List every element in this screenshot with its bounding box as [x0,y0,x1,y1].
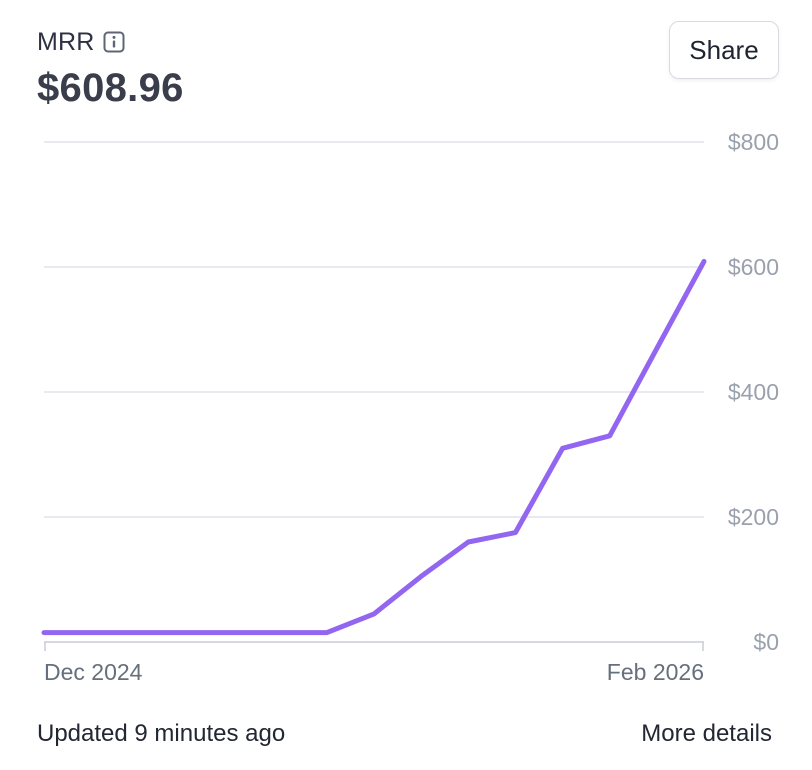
share-button[interactable]: Share [669,21,779,79]
series-line-0 [41,258,707,636]
x-tick-label: Feb 2026 [607,659,704,685]
mrr-line-chart: $0 $200 $400 $600 $800 Dec 2024 Feb 2026 [41,129,779,685]
y-tick-label: $200 [728,504,779,530]
x-tick-label: Dec 2024 [44,659,143,685]
metric-title-row: MRR [37,26,184,58]
metric-label: MRR [37,27,95,56]
updated-status: Updated 9 minutes ago [37,720,286,747]
metric-value: $608.96 [37,66,184,110]
y-tick-label: $600 [728,254,779,280]
y-tick-label: $400 [728,379,779,405]
y-tick-label: $800 [728,129,779,155]
metric-header: MRR $608.96 [37,26,184,111]
more-details-link[interactable]: More details [641,720,772,747]
info-icon[interactable] [103,31,125,53]
y-tick-label: $0 [753,629,779,655]
